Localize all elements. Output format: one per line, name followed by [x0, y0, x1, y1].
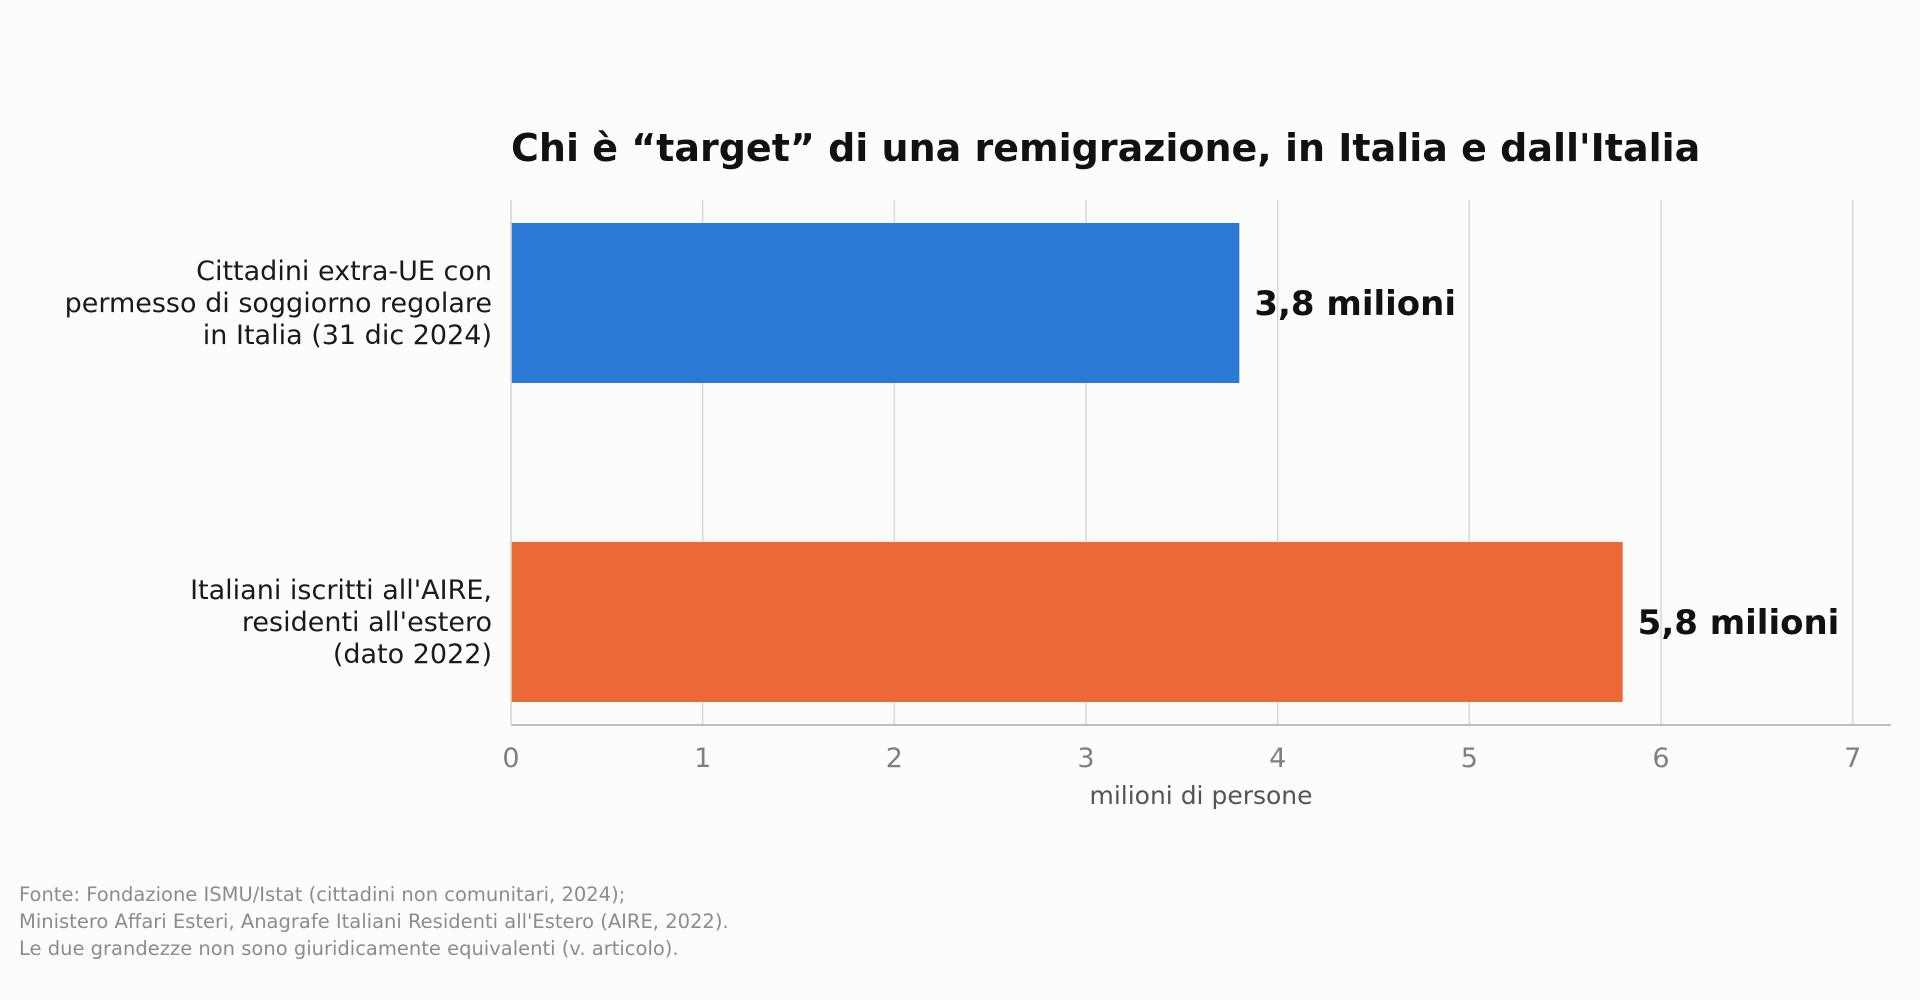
- source-footnote: Fonte: Fondazione ISMU/Istat (cittadini …: [19, 881, 729, 962]
- x-tick-label-0: 0: [502, 743, 519, 774]
- x-tick-label-2: 2: [886, 743, 903, 774]
- footnote-line-2: Ministero Affari Esteri, Anagrafe Italia…: [19, 910, 729, 933]
- category-label-1-line-1: residenti all'estero: [242, 607, 492, 638]
- category-label-0-line-2: in Italia (31 dic 2024): [203, 320, 492, 351]
- data-label-1: 5,8 milioni: [1638, 603, 1840, 643]
- category-label-0: Cittadini extra-UE con permesso di soggio…: [65, 256, 492, 351]
- footnote-line-1: Fonte: Fondazione ISMU/Istat (cittadini …: [19, 883, 626, 906]
- category-label-1-line-2: (dato 2022): [333, 639, 492, 670]
- category-label-0-line-1: permesso di soggiorno regolare: [65, 288, 492, 319]
- x-tick-label-6: 6: [1652, 743, 1669, 774]
- x-tick-label-5: 5: [1461, 743, 1478, 774]
- x-tick-label-4: 4: [1269, 743, 1286, 774]
- category-label-1: Italiani iscritti all'AIRE, residenti all…: [190, 575, 492, 670]
- bar-1: [511, 542, 1623, 702]
- x-axis: 0 1 2 3 4 5 6 7 milioni di persone: [502, 200, 1891, 810]
- x-tick-label-1: 1: [694, 743, 711, 774]
- category-label-1-line-0: Italiani iscritti all'AIRE,: [190, 575, 492, 606]
- x-tick-label-7: 7: [1844, 743, 1861, 774]
- x-axis-label: milioni di persone: [1089, 781, 1312, 810]
- bar-0: [511, 223, 1240, 383]
- x-tick-label-3: 3: [1077, 743, 1094, 774]
- footnote-line-3: Le due grandezze non sono giuridicamente…: [19, 937, 679, 960]
- category-label-0-line-0: Cittadini extra-UE con: [196, 256, 492, 287]
- chart-title: Chi è “target” di una remigrazione, in I…: [511, 126, 1700, 170]
- labels: 3,8 milioni Cittadini extra-UE con permess…: [65, 126, 1840, 670]
- bars: [511, 223, 1623, 702]
- data-label-0: 3,8 milioni: [1254, 284, 1456, 324]
